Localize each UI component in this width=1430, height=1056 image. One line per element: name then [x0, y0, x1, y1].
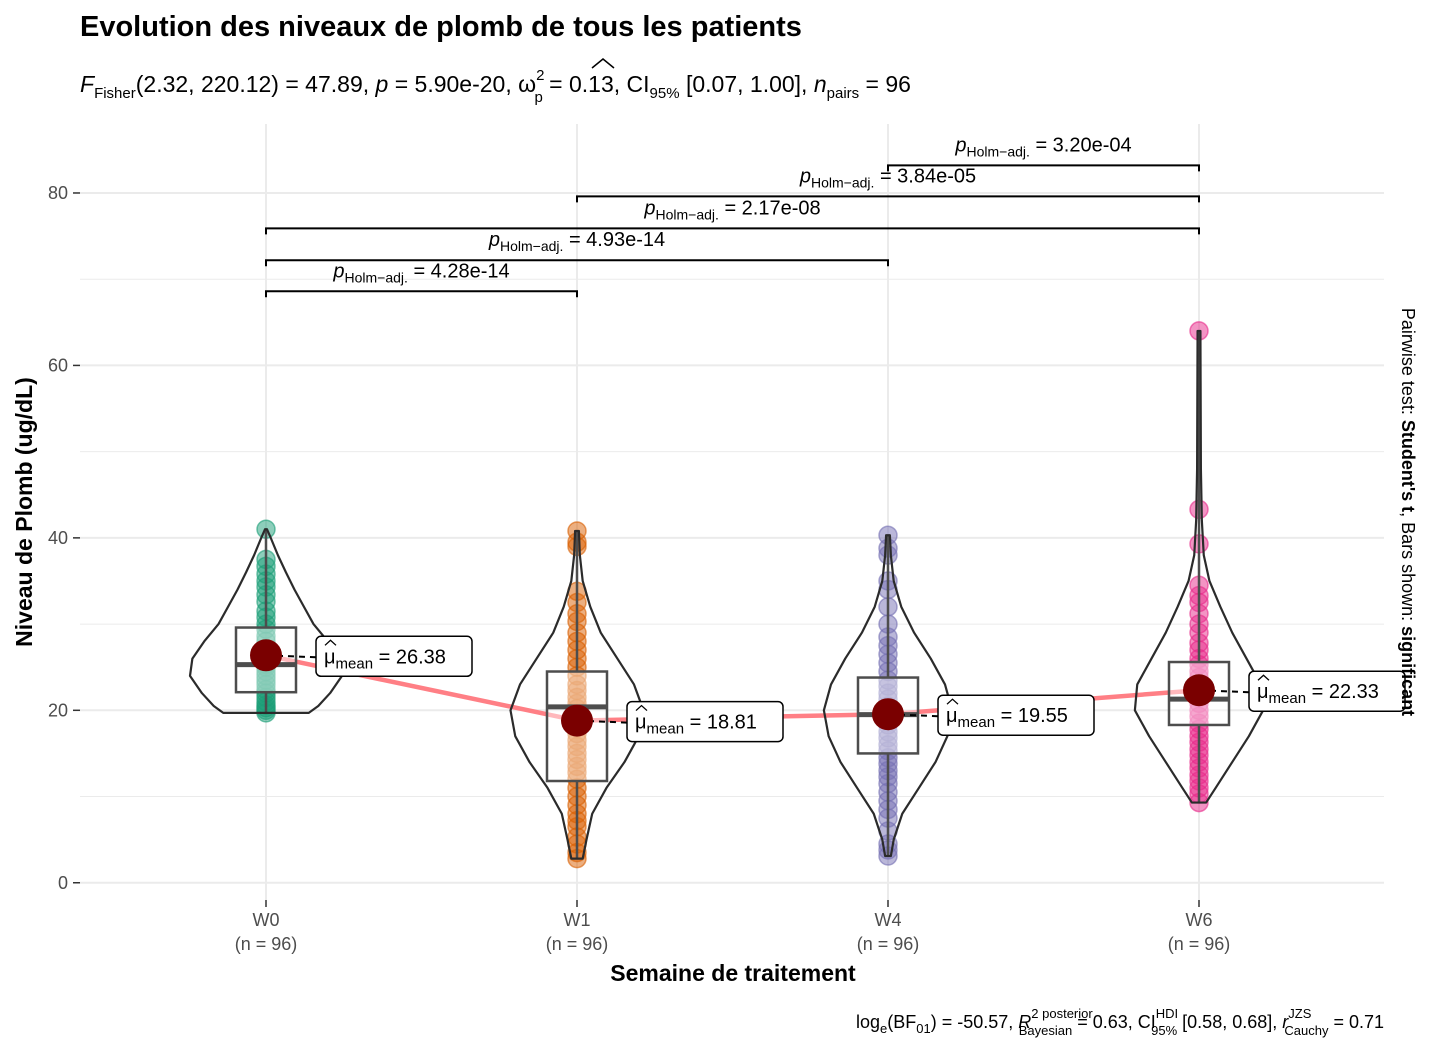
y-axis: 0 20 40 60 80: [48, 183, 80, 893]
x-axis-title: Semaine de traitement: [610, 960, 856, 986]
mean-label: μmean = 22.33: [1257, 681, 1379, 707]
mean-point: [250, 639, 282, 672]
mean-point: [561, 704, 593, 737]
mean-label-box: [626, 700, 784, 743]
mean-label-box: [937, 694, 1095, 736]
x-tick-label: W4: [875, 910, 902, 930]
group-w0: μmean = 26.38: [188, 519, 473, 723]
y-tick-label: 40: [48, 528, 68, 548]
y-tick-label: 20: [48, 700, 68, 720]
y-axis-title: Niveau de Plomb (ug/dL): [11, 377, 37, 647]
pairwise-bracket: [887, 164, 1200, 172]
mean-label-box: [1248, 670, 1406, 712]
mu-hat-icon: [1257, 674, 1270, 681]
pairwise-label: pHolm−adj. = 4.28e-14: [332, 260, 509, 285]
pairwise-bracket: [576, 195, 1200, 203]
x-tick-sublabel: (n = 96): [857, 934, 920, 954]
pairwise-label: pHolm−adj. = 3.84e-05: [799, 165, 976, 190]
y-tick-label: 0: [58, 873, 68, 893]
mean-point: [872, 698, 904, 731]
x-tick-sublabel: (n = 96): [546, 934, 609, 954]
omega-symbol: ω: [518, 71, 536, 97]
chart-title: Evolution des niveaux de plomb de tous l…: [80, 11, 802, 43]
mean-label: μmean = 18.81: [635, 712, 757, 738]
pairwise-caption: Pairwise test: Student's t, Bars shown: …: [1398, 308, 1418, 716]
x-tick-label: W6: [1186, 910, 1213, 930]
violin: [509, 529, 645, 860]
x-tick-label: W0: [253, 910, 280, 930]
groups: μmean = 26.38 μmean = 18.81 μmean = 19.55 μ…: [188, 321, 1406, 869]
grid: [80, 124, 1384, 900]
violin: [822, 534, 954, 858]
pairwise-label: pHolm−adj. = 3.20e-04: [954, 134, 1131, 159]
x-tick-sublabel: (n = 96): [235, 934, 298, 954]
mu-hat-icon: [946, 698, 959, 705]
mu-hat-icon: [324, 639, 337, 646]
group-w1: μmean = 18.81: [509, 521, 784, 869]
pairwise-bracket: [265, 259, 889, 267]
mean-label-box: [315, 635, 473, 678]
mean-label-leader: [887, 713, 939, 718]
pairwise-comparisons: pHolm−adj. = 4.28e-14 pHolm−adj. = 4.93e-…: [265, 134, 1200, 298]
y-tick-label: 60: [48, 355, 68, 375]
mean-label: μmean = 26.38: [324, 646, 446, 672]
x-tick-sublabel: (n = 96): [1168, 934, 1231, 954]
mean-label: μmean = 19.55: [946, 705, 1068, 731]
mean-point: [1183, 674, 1215, 707]
y-tick-label: 80: [48, 183, 68, 203]
pairwise-label: pHolm−adj. = 2.17e-08: [643, 197, 820, 222]
group-w4: μmean = 19.55: [822, 525, 1095, 866]
group-w6: μmean = 22.33: [1133, 321, 1406, 813]
bayes-caption: loge(BF01) = -50.57, R2 posterior Bayesia…: [856, 1006, 1384, 1038]
mean-label-leader: [1198, 689, 1250, 694]
pairwise-bracket: [265, 290, 578, 298]
x-axis: W0 (n = 96) W1 (n = 96) W4 (n = 96) W6 (n = 96): [235, 900, 1231, 954]
omega-hat-icon: [591, 58, 615, 69]
mean-label-leader: [265, 654, 317, 659]
mean-label-leader: [576, 719, 628, 724]
x-tick-label: W1: [564, 910, 591, 930]
stat-subtitle: FFisher(2.32, 220.12) = 47.89, p = 5.90e…: [80, 67, 911, 106]
pairwise-bracket: [265, 227, 1200, 235]
pairwise-label: pHolm−adj. = 4.93e-14: [488, 229, 665, 254]
mu-hat-icon: [635, 704, 648, 712]
